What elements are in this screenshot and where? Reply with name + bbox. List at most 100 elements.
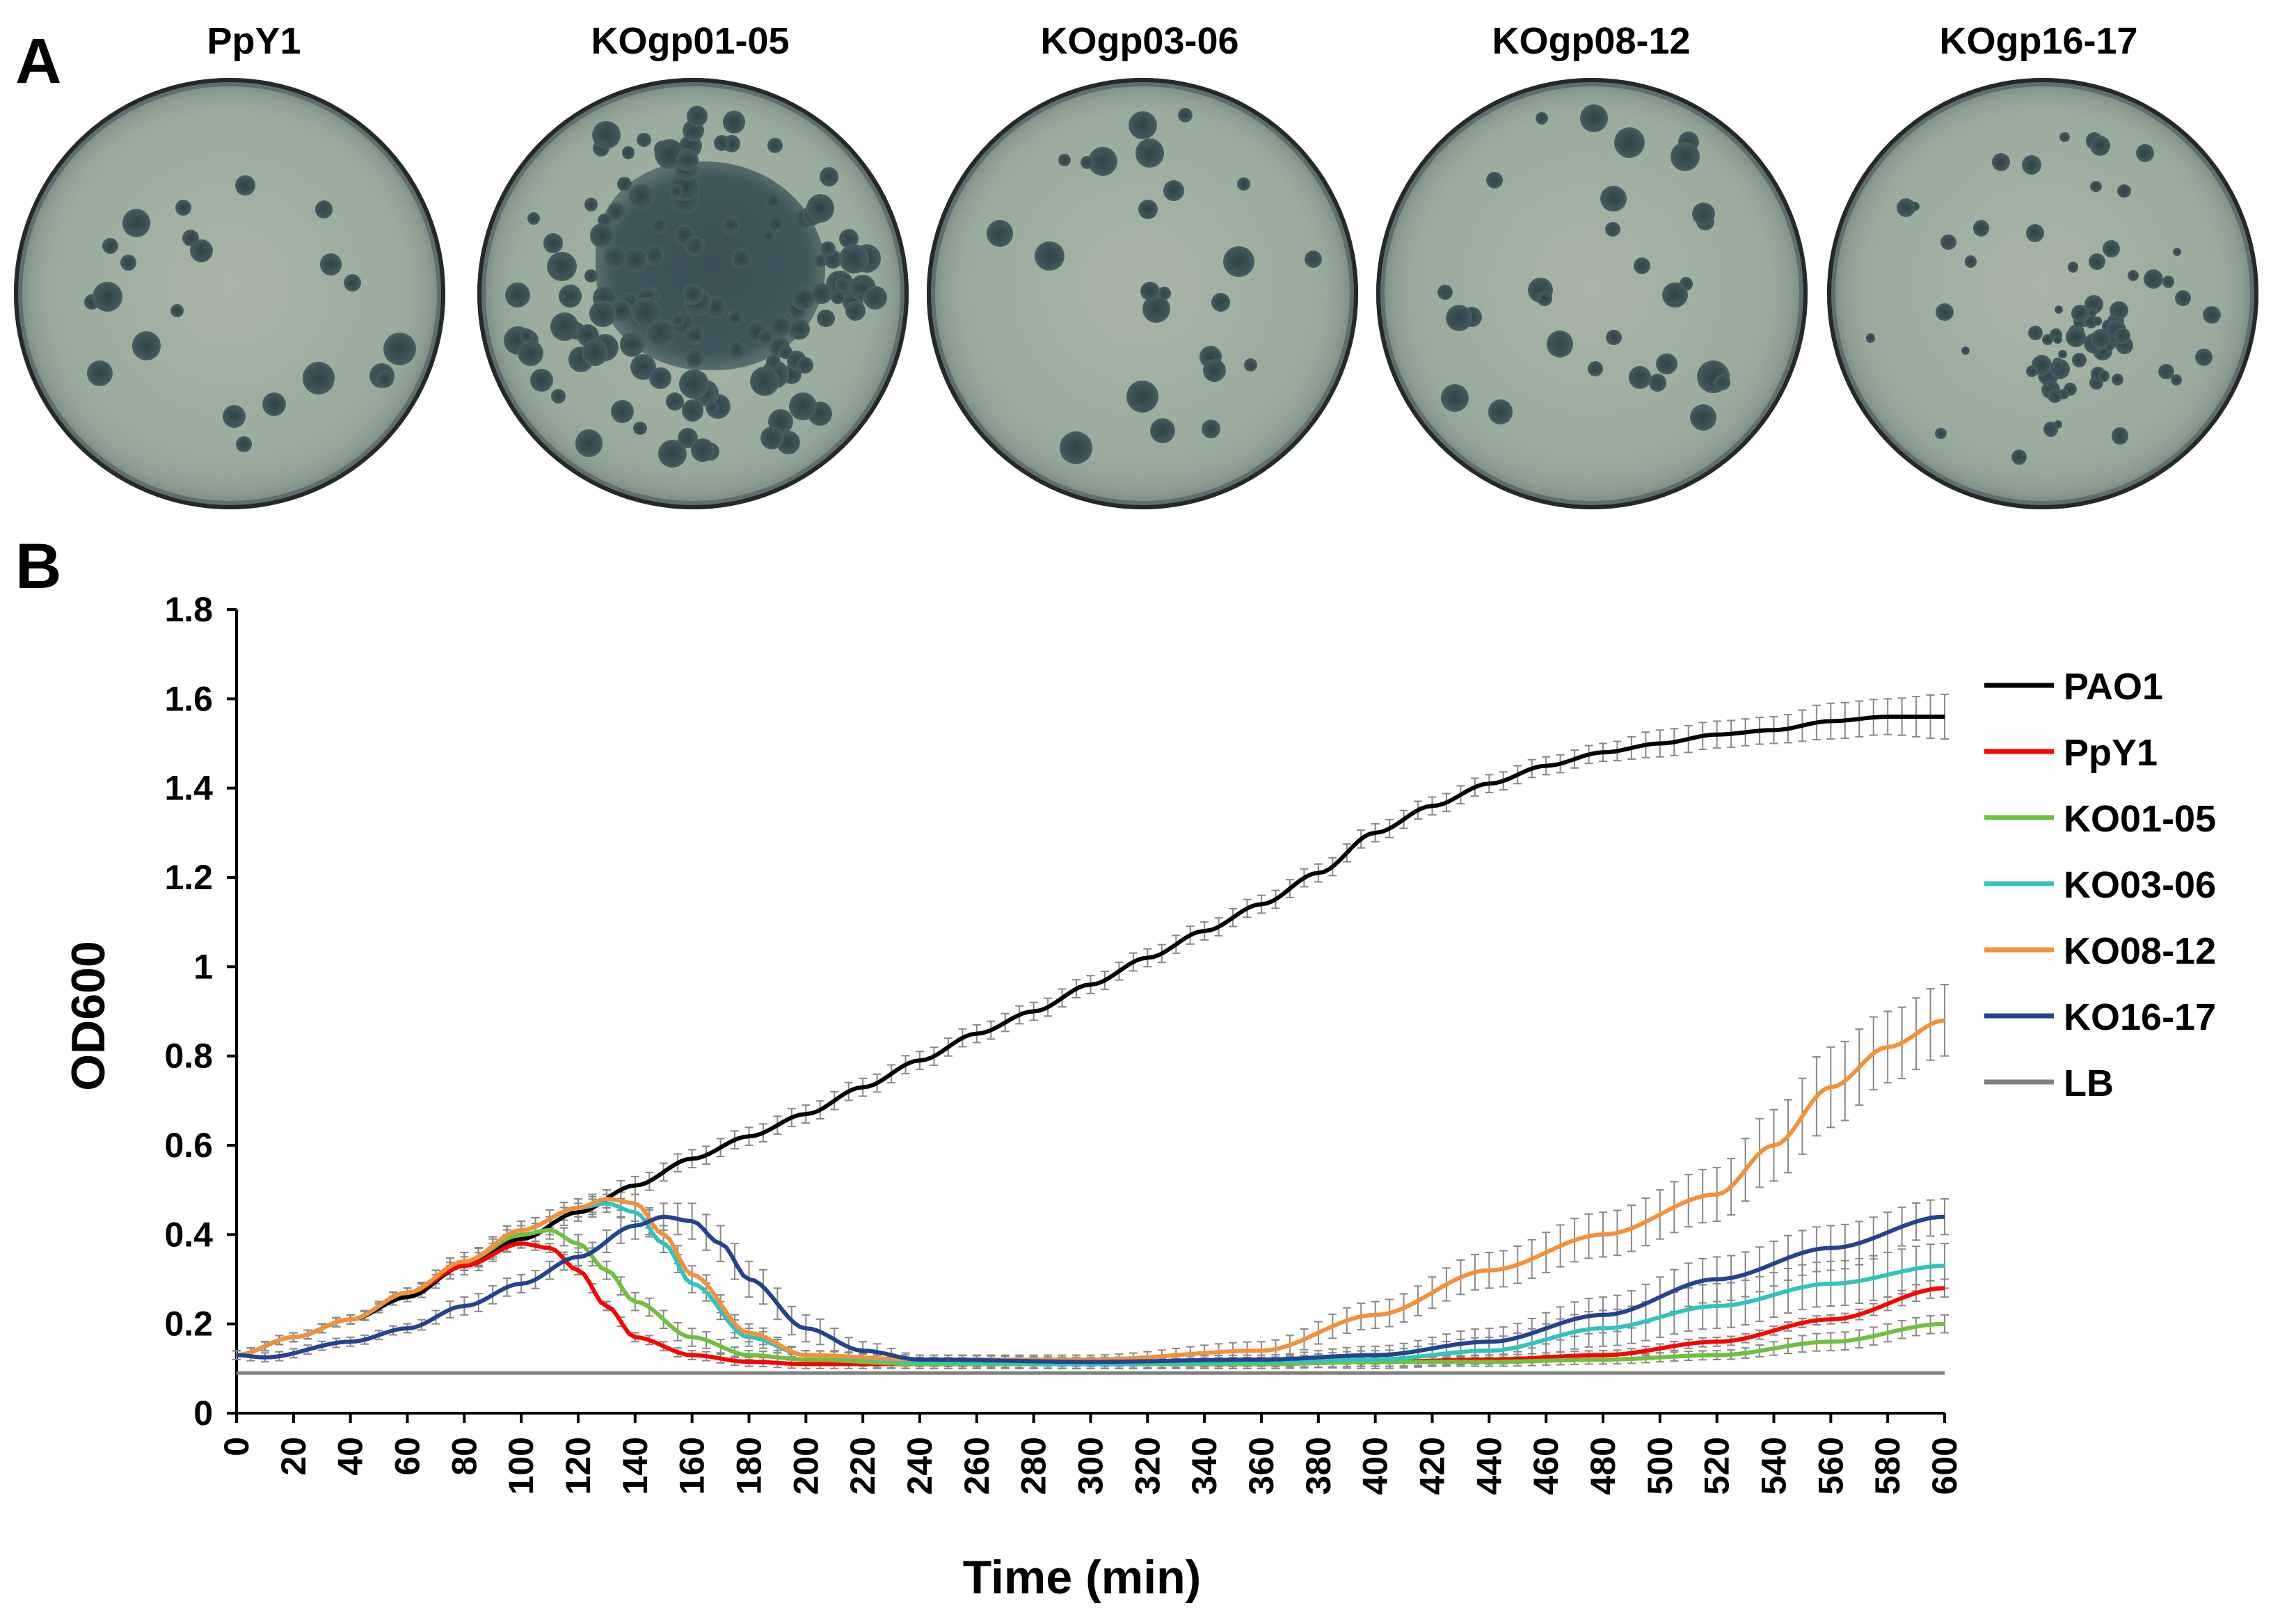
plaque (170, 303, 184, 318)
x-tick-label: 460 (1526, 1437, 1565, 1495)
plaque (2098, 369, 2110, 383)
plaque (788, 392, 817, 421)
x-tick-label: 100 (502, 1437, 541, 1495)
legend-label: KO08-12 (2064, 930, 2216, 972)
x-ticks: 0 20 40 60 80 100 120 140 160 180 200 220 240 260 280 3… (217, 1413, 1964, 1495)
plaque (235, 436, 252, 452)
x-tick-label: 20 (274, 1437, 313, 1476)
plaque (666, 392, 685, 411)
plaque (1537, 291, 1552, 307)
x-tick-label: 540 (1755, 1437, 1794, 1495)
x-tick-label: 480 (1584, 1437, 1623, 1495)
plaque (722, 111, 745, 134)
x-tick-label: 340 (1185, 1437, 1224, 1495)
x-tick-label: 80 (445, 1437, 484, 1476)
plaque (1138, 199, 1158, 220)
plaque (611, 400, 635, 424)
plaque (649, 367, 671, 390)
plaque (2111, 427, 2129, 445)
plaque (1140, 281, 1160, 301)
x-tick-label: 580 (1868, 1437, 1907, 1495)
plaque (2041, 334, 2053, 346)
plaque (623, 246, 648, 272)
plaque (102, 237, 118, 255)
plaque (1897, 198, 1916, 217)
plaque (1605, 221, 1620, 237)
plaque (1648, 374, 1667, 392)
plaque (1440, 384, 1469, 412)
plaque (2144, 269, 2164, 289)
plaque (767, 138, 783, 154)
plaque (765, 355, 781, 370)
plaque (1535, 111, 1549, 125)
plaque (1058, 153, 1071, 167)
plaque (92, 282, 123, 312)
plaque (792, 287, 815, 310)
plaque (811, 283, 832, 305)
plaque (2011, 449, 2027, 465)
plaque (1587, 360, 1604, 377)
plaque (87, 360, 113, 387)
plaque (767, 215, 784, 232)
plaque (831, 289, 845, 305)
plaque (705, 400, 719, 414)
plaque (2089, 253, 2106, 271)
plaque (1964, 255, 1977, 268)
plaque (651, 217, 668, 234)
plaque (1437, 285, 1453, 301)
plaque (2127, 269, 2139, 281)
legend-label: PAO1 (2064, 666, 2163, 708)
plaque (2052, 360, 2063, 370)
plaque (1135, 138, 1165, 168)
plaque (770, 315, 792, 337)
plaque (1691, 202, 1716, 225)
plaque (620, 332, 645, 357)
error-bars (232, 693, 1949, 1369)
y-tick-label: 0.2 (164, 1305, 213, 1344)
plate-label-ppy1: PpY1 (207, 20, 301, 62)
plaque (1202, 358, 1227, 382)
plaque (589, 300, 616, 328)
plaque (760, 426, 784, 449)
plaque (2022, 154, 2042, 175)
x-tick-label: 40 (331, 1437, 370, 1476)
plaque (1486, 172, 1504, 189)
plaque (1633, 257, 1651, 275)
plaque (559, 285, 582, 308)
plaque (749, 367, 779, 397)
plaque (131, 331, 161, 360)
plaque (122, 209, 151, 238)
plaque (2158, 363, 2175, 380)
y-tick-label: 0 (193, 1394, 213, 1433)
plaque (1126, 381, 1159, 413)
plaque (1714, 374, 1730, 391)
plaque (504, 282, 530, 308)
x-tick-label: 160 (673, 1437, 712, 1495)
plaque (120, 255, 136, 271)
x-tick-label: 240 (900, 1437, 939, 1495)
x-tick-label: 560 (1811, 1437, 1850, 1495)
plaque (1605, 329, 1622, 346)
plaque (383, 332, 416, 365)
plaque (1081, 155, 1094, 170)
plaque (527, 212, 541, 225)
plaque (1059, 431, 1093, 465)
y-tick-label: 0.4 (164, 1215, 213, 1254)
petri-plate-ppy1 (14, 78, 445, 509)
plaque (2088, 307, 2098, 317)
plaque (1940, 234, 1956, 250)
plaque (2048, 389, 2062, 404)
plaque (685, 349, 704, 367)
plaque (637, 132, 651, 148)
plaque (721, 216, 740, 235)
plaque (834, 277, 850, 293)
plaque (1305, 250, 1322, 268)
plaque (1866, 333, 1876, 343)
legend-label: KO03-06 (2064, 864, 2216, 906)
plaque (2117, 184, 2131, 198)
plaque (731, 248, 751, 269)
series-line-pao1 (236, 715, 1945, 1358)
panel-b-letter: B (15, 531, 62, 602)
plaque (1961, 347, 1970, 356)
plaque (2072, 353, 2087, 367)
